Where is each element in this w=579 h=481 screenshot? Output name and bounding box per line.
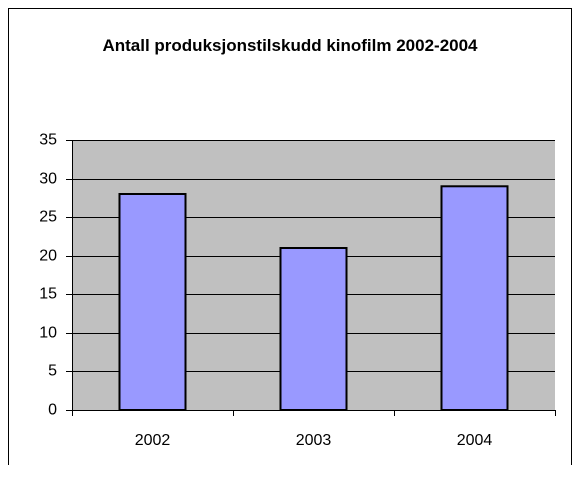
y-tick-label: 10 [39,325,57,342]
y-tick-label: 0 [48,402,57,419]
x-tick-label: 2004 [457,432,493,449]
y-tick-label: 15 [39,286,57,303]
x-tick-label: 2002 [135,432,171,449]
bar [118,193,187,411]
chart-frame [8,8,572,465]
y-tick-label: 5 [48,363,57,380]
bar [279,247,348,411]
bar [440,185,509,411]
chart-title: Antall produksjonstilskudd kinofilm 2002… [102,36,478,55]
x-tick-label: 2003 [296,432,332,449]
y-tick-label: 35 [39,132,57,149]
y-tick-label: 25 [39,209,57,226]
y-tick-label: 30 [39,171,57,188]
y-tick-label: 20 [39,248,57,265]
